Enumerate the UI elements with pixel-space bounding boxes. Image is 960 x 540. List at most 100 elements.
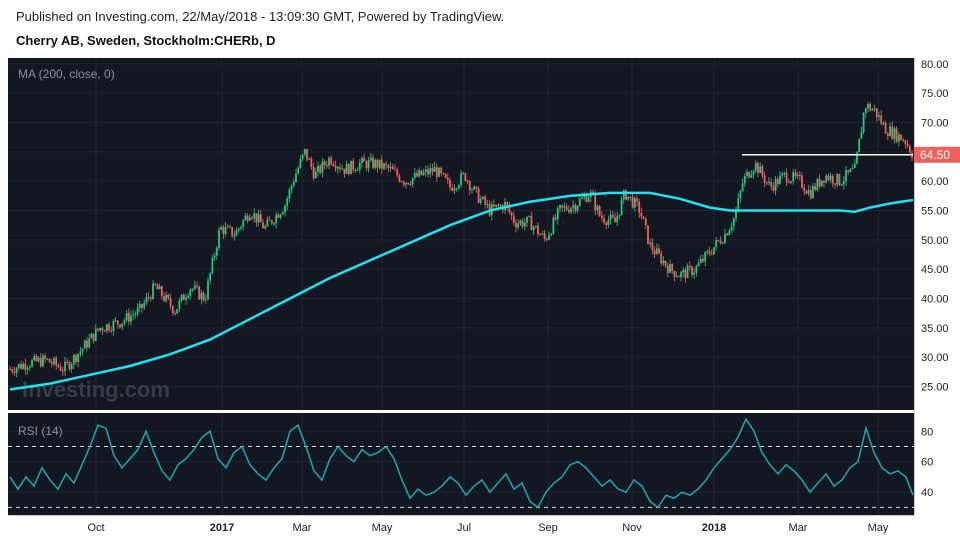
candle-body	[356, 169, 359, 171]
candle-body	[20, 364, 22, 369]
candle-body	[594, 195, 597, 211]
candle-body	[167, 294, 170, 299]
price-panel[interactable]	[8, 58, 914, 410]
candle-body	[114, 320, 117, 322]
candle-body	[105, 324, 108, 332]
candle-body	[363, 157, 366, 162]
candle-body	[728, 230, 731, 236]
candle-body	[684, 269, 687, 279]
candle-body	[554, 217, 557, 220]
candle-body	[730, 226, 733, 231]
rsi-gridlines	[8, 430, 914, 508]
candle-body	[644, 218, 647, 226]
rsi-axis-ticks: 40 60 80	[921, 426, 933, 499]
candle-body	[132, 314, 135, 316]
candle-body	[334, 165, 337, 169]
candle-body	[372, 157, 374, 168]
candle-body	[418, 170, 421, 177]
candle-body	[224, 227, 227, 235]
candle-body	[202, 292, 205, 301]
candle-body	[519, 220, 522, 224]
candle-body	[482, 196, 484, 199]
candle-body	[812, 185, 814, 199]
candle-body	[567, 209, 570, 213]
candle-body	[726, 233, 729, 236]
candle-body	[605, 222, 608, 226]
candle-body	[710, 253, 713, 255]
candle-body	[473, 186, 476, 190]
candle-body	[666, 265, 669, 273]
candle-body	[352, 160, 355, 170]
candle-body	[640, 212, 643, 217]
candle-body	[53, 358, 55, 365]
candle-body	[534, 225, 537, 227]
candle-body	[57, 365, 60, 367]
candle-body	[367, 160, 370, 169]
price-tick-label: 80.00	[921, 59, 949, 71]
candle-body	[625, 190, 627, 200]
candle-body	[686, 265, 689, 279]
time-tick-label: Mar	[293, 522, 312, 534]
candle-body	[805, 191, 808, 194]
candle-body	[125, 312, 128, 321]
candle-body	[343, 168, 346, 174]
candle-body	[235, 230, 238, 236]
candle-body	[325, 165, 328, 167]
candle-body	[374, 159, 377, 168]
candle-body	[460, 173, 462, 186]
time-tick-label: Oct	[87, 522, 104, 534]
candle-body	[880, 115, 883, 124]
candle-body	[270, 220, 273, 224]
candle-body	[200, 292, 203, 300]
candle-body	[64, 361, 66, 372]
candle-body	[781, 173, 784, 176]
candle-body	[471, 189, 473, 191]
candle-body	[825, 175, 828, 183]
candle-body	[820, 180, 823, 187]
candle-body	[77, 354, 80, 363]
candle-body	[262, 222, 264, 229]
candle-body	[229, 226, 231, 228]
candle-body	[675, 276, 678, 278]
price-gridlines	[8, 58, 914, 515]
candle-body	[794, 172, 797, 177]
candle-body	[244, 215, 247, 221]
candle-body	[81, 348, 84, 352]
candle-body	[429, 168, 432, 175]
candle-body	[112, 320, 115, 331]
candle-body	[618, 214, 621, 217]
candle-body	[717, 240, 720, 242]
candle-body	[829, 175, 832, 180]
candle-body	[248, 217, 251, 221]
candle-body	[743, 175, 746, 184]
candle-body	[510, 212, 513, 216]
candle-body	[891, 126, 894, 139]
candle-body	[79, 351, 82, 355]
candle-body	[545, 238, 548, 240]
candle-body	[862, 112, 865, 132]
candle-body	[838, 174, 841, 186]
candle-body	[88, 338, 91, 348]
candle-body	[446, 178, 449, 181]
price-tick-label: 25.00	[921, 382, 949, 394]
candle-body	[739, 190, 742, 199]
candle-body	[506, 201, 509, 207]
ma-indicator-label: MA (200, close, 0)	[18, 67, 115, 81]
candle-body	[86, 340, 88, 348]
candle-body	[776, 178, 779, 185]
candle-body	[515, 222, 517, 228]
candle-body	[72, 355, 75, 365]
candle-body	[691, 266, 693, 275]
candle-body	[110, 330, 113, 332]
time-tick-label: May	[372, 522, 393, 534]
rsi-panel[interactable]	[8, 413, 914, 515]
candle-body	[50, 362, 53, 365]
candle-body	[92, 333, 95, 341]
candle-body	[70, 364, 73, 370]
last-price-badge-bg	[914, 146, 960, 163]
candle-body	[642, 216, 645, 219]
candle-body	[889, 126, 891, 137]
candle-body	[138, 304, 141, 308]
candle-body	[598, 206, 601, 216]
